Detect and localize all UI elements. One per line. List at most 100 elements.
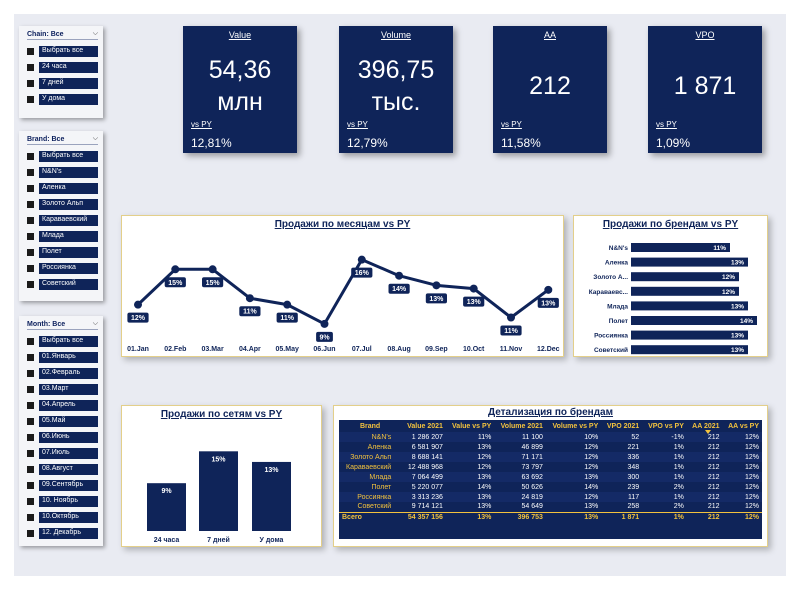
slicer-item[interactable]: Выбрать все xyxy=(27,148,98,164)
data-point[interactable] xyxy=(134,300,142,309)
slicer-item[interactable]: Выбрать все xyxy=(27,43,98,59)
data-point[interactable] xyxy=(507,313,515,322)
bar[interactable] xyxy=(631,316,757,325)
column-header[interactable]: AA 2021 xyxy=(687,420,723,434)
slicer-item[interactable]: Золото Альп xyxy=(27,196,98,212)
bar[interactable] xyxy=(199,451,238,531)
slicer-item[interactable]: 06.Июнь xyxy=(27,429,98,445)
slicer-item[interactable]: У дома xyxy=(27,91,98,107)
slicer-item[interactable]: Караваевский xyxy=(27,212,98,228)
slicer-item[interactable]: 04.Апрель xyxy=(27,397,98,413)
table-row[interactable]: Млада 7 064 499 13% 63 692 13% 300 1% 212 12% xyxy=(339,472,762,482)
bar[interactable] xyxy=(631,345,748,355)
checkbox-icon[interactable] xyxy=(27,449,34,457)
chevron-down-icon[interactable]: ⌵ xyxy=(92,30,98,37)
checkbox-icon[interactable] xyxy=(27,264,34,272)
checkbox-icon[interactable] xyxy=(27,152,34,160)
checkbox-icon[interactable] xyxy=(27,184,34,192)
slicer-item[interactable]: Полет xyxy=(27,244,98,260)
checkbox-icon[interactable] xyxy=(27,385,34,393)
chain-slicer-header[interactable]: Chain: Все ⌵ xyxy=(27,29,98,40)
checkbox-icon[interactable] xyxy=(27,216,34,224)
bar[interactable] xyxy=(631,286,739,296)
data-point[interactable] xyxy=(320,319,329,328)
checkbox-icon[interactable] xyxy=(27,369,34,377)
brand-slicer[interactable]: Brand: Все ⌵ Выбрать все N&N's Аленка Золото… xyxy=(19,131,103,301)
slicer-item[interactable]: Выбрать все xyxy=(27,333,98,349)
slicer-item[interactable]: 09.Сентябрь xyxy=(27,477,98,493)
checkbox-icon[interactable] xyxy=(27,63,34,71)
data-point[interactable] xyxy=(171,265,180,274)
column-header[interactable]: VPO vs PY xyxy=(648,422,684,430)
checkbox-icon[interactable] xyxy=(27,513,34,521)
checkbox-icon[interactable] xyxy=(27,481,34,489)
slicer-item[interactable]: 10. Ноябрь xyxy=(27,493,98,509)
checkbox-icon[interactable] xyxy=(27,417,34,425)
slicer-item[interactable]: 01.Январь xyxy=(27,349,98,365)
slicer-item[interactable]: 03.Март xyxy=(27,381,98,397)
slicer-item[interactable]: 08.Август xyxy=(27,461,98,477)
data-point[interactable] xyxy=(208,265,217,274)
chain-slicer[interactable]: Chain: Все ⌵ Выбрать все 24 часа 7 дней У до… xyxy=(19,26,103,118)
column-header[interactable]: Value vs PY xyxy=(452,422,492,430)
column-header[interactable]: Value 2021 xyxy=(407,422,443,430)
checkbox-icon[interactable] xyxy=(27,232,34,240)
table-row[interactable]: Золото Альп 8 688 141 12% 71 171 12% 336 1% 212… xyxy=(339,452,762,462)
checkbox-icon[interactable] xyxy=(27,280,34,288)
bar[interactable] xyxy=(631,301,748,311)
checkbox-icon[interactable] xyxy=(27,497,34,505)
bar[interactable] xyxy=(631,257,748,267)
slicer-item[interactable]: Млада xyxy=(27,228,98,244)
chevron-down-icon[interactable]: ⌵ xyxy=(92,135,98,142)
checkbox-icon[interactable] xyxy=(27,337,34,345)
data-point[interactable] xyxy=(469,284,478,293)
slicer-item[interactable]: 02.Февраль xyxy=(27,365,98,381)
data-point[interactable] xyxy=(357,255,366,264)
data-point[interactable] xyxy=(544,285,553,294)
bar[interactable] xyxy=(631,243,730,252)
sort-desc-icon[interactable] xyxy=(704,430,711,434)
slicer-item[interactable]: 7 дней xyxy=(27,75,98,91)
column-header[interactable]: AA vs PY xyxy=(728,422,759,430)
checkbox-icon[interactable] xyxy=(27,168,34,176)
data-point[interactable] xyxy=(432,281,441,290)
chevron-down-icon[interactable]: ⌵ xyxy=(92,320,98,327)
slicer-item[interactable]: 24 часа xyxy=(27,59,98,75)
column-header[interactable]: Volume 2021 xyxy=(500,422,543,430)
slicer-item[interactable]: 05.Май xyxy=(27,413,98,429)
bar[interactable] xyxy=(147,483,186,531)
column-header[interactable]: Volume vs PY xyxy=(552,422,599,430)
checkbox-icon[interactable] xyxy=(27,529,34,537)
checkbox-icon[interactable] xyxy=(27,401,34,409)
data-point[interactable] xyxy=(245,294,254,303)
slicer-item[interactable]: Аленка xyxy=(27,180,98,196)
table-row[interactable]: Караваевский 12 488 968 12% 73 797 12% 348 1% 2… xyxy=(339,462,762,472)
table-row[interactable]: N&N's 1 286 207 11% 11 100 10% 52 -1% 212 12% xyxy=(339,432,762,442)
brand-slicer-header[interactable]: Brand: Все ⌵ xyxy=(27,134,98,145)
slicer-item[interactable]: 07.Июль xyxy=(27,445,98,461)
checkbox-icon[interactable] xyxy=(27,79,34,87)
column-header[interactable]: Brand xyxy=(359,422,381,430)
table-row[interactable]: Советский 9 714 121 13% 54 649 13% 258 2% 212 12… xyxy=(339,502,762,512)
brand-detail-table-wrap[interactable]: Brand Value 2021 Value vs PY Volume 2021 Vol… xyxy=(339,420,762,539)
month-slicer[interactable]: Month: Все ⌵ Выбрать все 01.Январь 02.Февра… xyxy=(19,316,103,546)
table-row[interactable]: Аленка 6 581 907 13% 46 899 12% 221 1% 212 12% xyxy=(339,442,762,452)
slicer-item[interactable]: 10.Октябрь xyxy=(27,509,98,525)
bar[interactable] xyxy=(631,330,748,340)
column-header[interactable]: VPO 2021 xyxy=(606,422,640,430)
checkbox-icon[interactable] xyxy=(27,200,34,208)
slicer-item[interactable]: Советский xyxy=(27,276,98,292)
bar[interactable] xyxy=(252,461,291,531)
slicer-item[interactable]: 12. Декабрь xyxy=(27,525,98,541)
table-row[interactable]: Полет 5 220 077 14% 50 626 14% 239 2% 212 12% xyxy=(339,482,762,492)
checkbox-icon[interactable] xyxy=(27,433,34,441)
table-row[interactable]: Россиянка 3 313 236 13% 24 819 12% 117 1% 212 12… xyxy=(339,492,762,502)
month-slicer-header[interactable]: Month: Все ⌵ xyxy=(27,319,98,330)
data-point[interactable] xyxy=(395,271,404,280)
slicer-item[interactable]: Россиянка xyxy=(27,260,98,276)
checkbox-icon[interactable] xyxy=(27,47,34,55)
slicer-item[interactable]: N&N's xyxy=(27,164,98,180)
brand-detail-table[interactable]: Brand Value 2021 Value vs PY Volume 2021 Vol… xyxy=(339,420,762,523)
data-point[interactable] xyxy=(283,300,292,309)
checkbox-icon[interactable] xyxy=(27,465,34,473)
